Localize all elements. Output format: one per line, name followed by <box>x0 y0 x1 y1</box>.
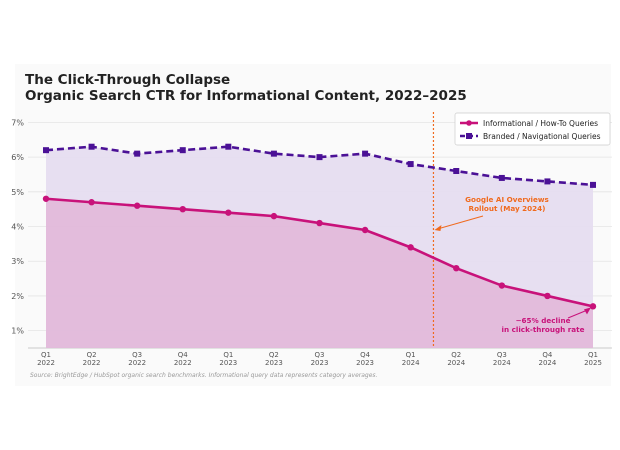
x-tick-label: Q2 2022 <box>83 351 101 367</box>
informational-data-point <box>498 282 506 289</box>
informational-data-point <box>407 244 414 251</box>
informational-area-fill <box>46 198 593 348</box>
informational-data-point <box>316 219 323 227</box>
y-tick-label: 5% <box>11 188 24 197</box>
informational-data-point <box>361 226 369 234</box>
legend-label-branded: Branded / Navigational Queries <box>483 132 601 141</box>
x-tick-label: Q2 2024 <box>447 351 465 367</box>
informational-data-point <box>225 209 232 216</box>
legend-marker-branded <box>466 133 472 139</box>
branded-data-point <box>453 168 460 174</box>
chart-title: The Click-Through Collapse <box>25 72 231 88</box>
x-tick-label: Q2 2023 <box>265 351 283 367</box>
informational-data-point <box>88 199 95 206</box>
x-tick-label: Q4 2023 <box>356 351 374 367</box>
branded-data-point <box>270 150 277 157</box>
branded-data-point <box>134 150 141 157</box>
y-tick-label: 2% <box>11 292 24 301</box>
branded-data-point <box>544 178 551 185</box>
y-tick-label: 6% <box>11 153 24 162</box>
ai-overviews-arrowhead <box>434 225 442 231</box>
source-note: Source: BrightEdge / HubSpot organic sea… <box>30 372 378 379</box>
x-tick-label: Q1 2023 <box>219 351 237 367</box>
branded-data-point <box>316 154 323 161</box>
decline-arrowhead <box>584 307 591 315</box>
y-tick-label: 1% <box>11 327 24 336</box>
branded-data-point <box>88 143 95 150</box>
branded-data-point <box>225 143 232 150</box>
branded-data-point <box>362 150 369 157</box>
x-tick-label: Q4 2024 <box>539 351 557 367</box>
y-tick-label: 3% <box>11 257 24 266</box>
informational-data-point <box>270 212 278 220</box>
x-tick-label: Q3 2022 <box>128 351 146 367</box>
informational-data-point <box>589 303 597 310</box>
informational-data-point <box>544 292 551 300</box>
x-tick-label: Q1 2025 <box>584 351 602 367</box>
x-tick-label: Q1 2022 <box>37 351 55 367</box>
y-tick-label: 4% <box>11 223 24 232</box>
legend-label-informational: Informational / How-To Queries <box>483 119 598 128</box>
x-tick-label: Q4 2022 <box>174 351 192 367</box>
ai-overviews-arrow <box>437 215 484 230</box>
x-tick-label: Q3 2024 <box>493 351 511 367</box>
branded-data-point <box>179 147 186 154</box>
informational-data-point <box>179 205 186 213</box>
branded-data-point <box>498 174 505 181</box>
branded-data-point <box>590 181 596 188</box>
branded-data-point <box>43 147 49 154</box>
chart-subtitle: Organic Search CTR for Informational Con… <box>25 88 467 104</box>
x-tick-label: Q1 2024 <box>402 351 420 367</box>
legend-marker-informational <box>466 120 472 126</box>
informational-data-point <box>453 264 460 272</box>
legend-box <box>454 112 611 146</box>
informational-data-point <box>133 202 141 209</box>
x-tick-label: Q3 2023 <box>311 351 329 367</box>
ai-overviews-label: Google AI Overviews Rollout (May 2024) <box>465 195 549 213</box>
decline-annotation-label: −65% decline in click-through rate <box>502 316 585 334</box>
branded-data-point <box>407 161 414 168</box>
y-tick-label: 7% <box>11 118 24 127</box>
informational-data-point <box>42 195 50 202</box>
